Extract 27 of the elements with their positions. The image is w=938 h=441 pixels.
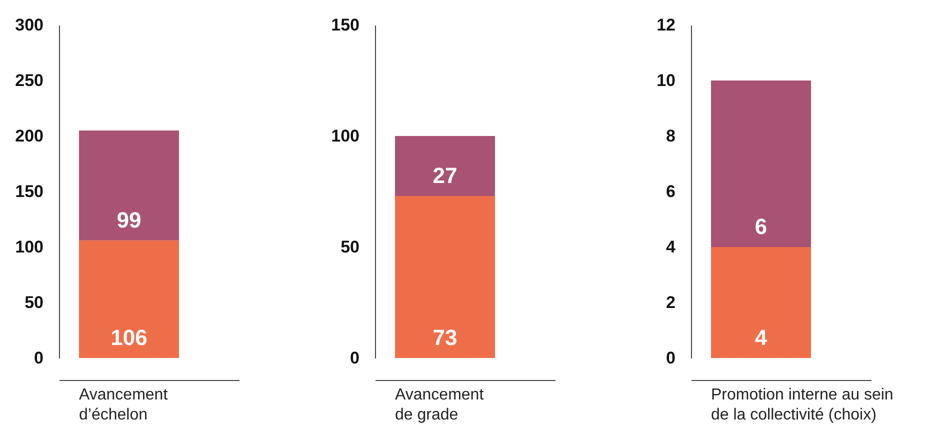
data-label: 73: [432, 325, 458, 350]
x-tick-label: Avancement d’échelon: [79, 386, 168, 424]
data-label: 6: [754, 214, 768, 239]
y-tick-label: 0: [34, 348, 44, 368]
y-tick-label: 150: [15, 182, 44, 201]
y-tick-label: 250: [15, 71, 44, 90]
data-label: 99: [116, 207, 142, 232]
y-tick-label: 2: [666, 293, 676, 312]
y-tick-label: 8: [666, 126, 676, 146]
y-tick-label: 12: [656, 16, 676, 34]
y-tick-label: 10: [656, 71, 676, 90]
y-tick-label: 150: [331, 16, 360, 34]
data-label: 4: [754, 325, 768, 350]
y-tick-label: 100: [15, 238, 44, 256]
x-tick-label: Promotion interne au sein de la collectivité (choix): [711, 386, 894, 424]
y-tick-label: 50: [24, 293, 44, 312]
y-tick-label: 200: [15, 126, 44, 146]
data-label: 106: [110, 325, 148, 350]
y-tick-label: 0: [666, 348, 676, 368]
x-tick-label: Avancement de grade: [395, 386, 484, 424]
y-tick-label: 100: [331, 126, 360, 146]
y-tick-label: 0: [350, 348, 360, 368]
y-tick-label: 6: [666, 182, 676, 201]
data-label: 27: [432, 162, 458, 188]
y-tick-label: 4: [666, 238, 676, 256]
y-tick-label: 50: [340, 238, 360, 256]
y-tick-label: 300: [15, 16, 44, 34]
